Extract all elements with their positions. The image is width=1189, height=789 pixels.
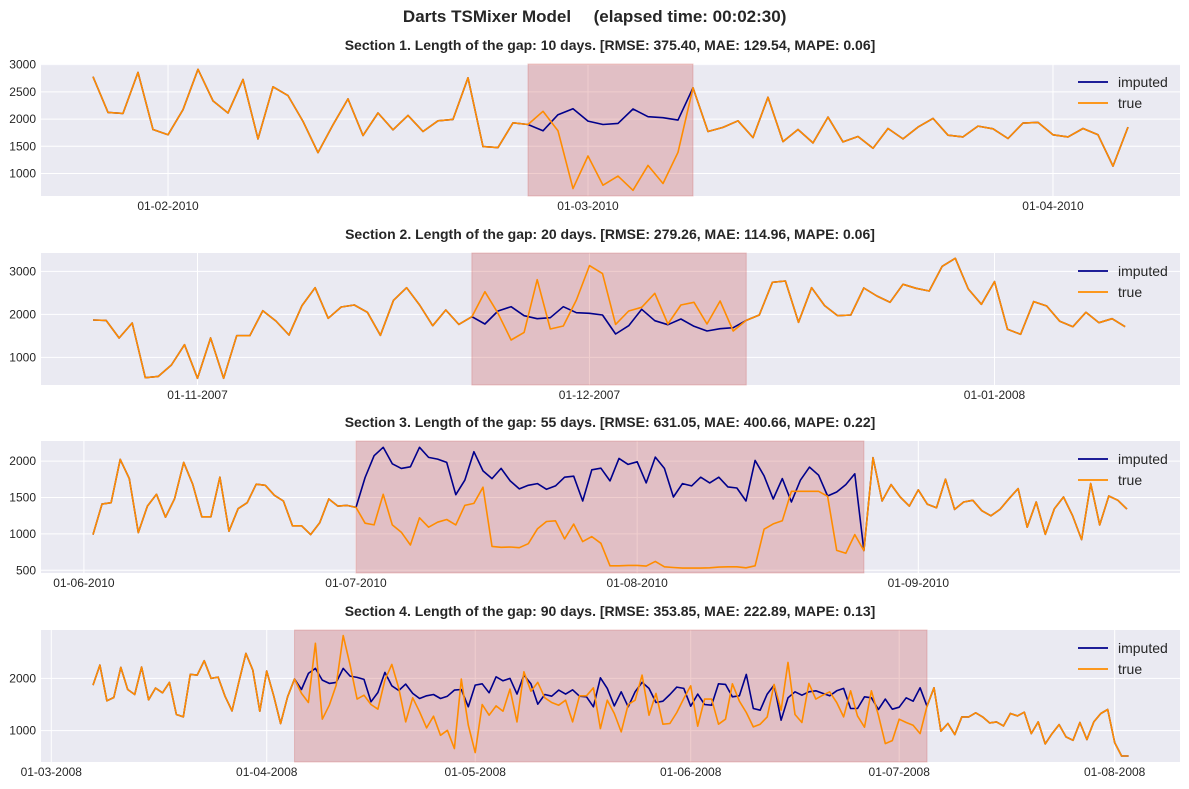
section-title: Section 4. Length of the gap: 90 days. [… (345, 603, 876, 619)
x-tick-label: 01-12-2007 (559, 388, 621, 402)
y-tick-label: 2500 (9, 85, 36, 99)
y-tick-label: 2000 (9, 112, 36, 126)
subplot-1: Section 1. Length of the gap: 10 days. [… (9, 37, 1180, 213)
legend: imputed true (1078, 640, 1168, 677)
legend-label-imputed: imputed (1118, 451, 1168, 467)
legend: imputed true (1078, 74, 1168, 111)
true-series-line (92, 257, 1126, 380)
legend-label-imputed: imputed (1118, 263, 1168, 279)
x-tick-label: 01-05-2008 (445, 765, 507, 779)
gap-region (527, 63, 694, 197)
y-tick-label: 3000 (9, 264, 36, 278)
y-tick-label: 1500 (9, 139, 36, 153)
y-tick-label: 1000 (9, 724, 36, 738)
section-title: Section 2. Length of the gap: 20 days. [… (345, 226, 875, 242)
elapsed-time: (elapsed time: 00:02:30) (594, 7, 787, 26)
true-series-line (92, 456, 1128, 569)
subplot-2: Section 2. Length of the gap: 20 days. [… (9, 226, 1180, 402)
x-tick-label: 01-03-2008 (21, 765, 83, 779)
plot-area (41, 253, 1180, 385)
subplot-4: Section 4. Length of the gap: 90 days. [… (9, 603, 1180, 779)
legend-label-imputed: imputed (1118, 640, 1168, 656)
x-tick-label: 01-09-2010 (888, 576, 950, 590)
x-tick-label: 01-02-2010 (137, 199, 199, 213)
section-title: Section 3. Length of the gap: 55 days. [… (345, 414, 876, 430)
x-tick-label: 01-01-2008 (964, 388, 1026, 402)
true-series-line (92, 68, 1129, 192)
x-tick-label: 01-07-2008 (869, 765, 931, 779)
gap-region (355, 440, 865, 574)
x-tick-label: 01-07-2010 (325, 576, 387, 590)
legend-label-true: true (1118, 472, 1142, 488)
subplot-3: Section 3. Length of the gap: 55 days. [… (9, 414, 1180, 590)
true-series-line (92, 634, 1129, 757)
y-tick-label: 2000 (9, 671, 36, 685)
legend-label-true: true (1118, 95, 1142, 111)
y-tick-label: 1000 (9, 166, 36, 180)
y-tick-label: 1000 (9, 350, 36, 364)
x-tick-label: 01-04-2010 (1022, 199, 1084, 213)
y-tick-label: 2000 (9, 454, 36, 468)
legend-label-true: true (1118, 284, 1142, 300)
plot-area (41, 64, 1180, 196)
y-tick-label: 500 (16, 563, 36, 577)
panels: Section 1. Length of the gap: 10 days. [… (9, 37, 1180, 779)
x-tick-label: 01-08-2008 (1084, 765, 1146, 779)
x-tick-label: 01-08-2010 (606, 576, 668, 590)
y-tick-label: 2000 (9, 307, 36, 321)
legend: imputed true (1078, 263, 1168, 300)
legend: imputed true (1078, 451, 1168, 488)
legend-label-imputed: imputed (1118, 74, 1168, 90)
x-tick-label: 01-06-2010 (53, 576, 115, 590)
x-tick-label: 01-11-2007 (167, 388, 228, 402)
figure-title: Darts TSMixer Model (403, 7, 571, 26)
y-tick-label: 3000 (9, 58, 36, 72)
section-title: Section 1. Length of the gap: 10 days. [… (345, 37, 876, 53)
legend-label-true: true (1118, 661, 1142, 677)
y-tick-label: 1000 (9, 527, 36, 541)
x-tick-label: 01-06-2008 (660, 765, 722, 779)
x-tick-label: 01-03-2010 (557, 199, 619, 213)
y-tick-label: 1500 (9, 490, 36, 504)
x-tick-label: 01-04-2008 (236, 765, 298, 779)
plot-area (41, 441, 1180, 573)
gap-region (471, 252, 747, 386)
